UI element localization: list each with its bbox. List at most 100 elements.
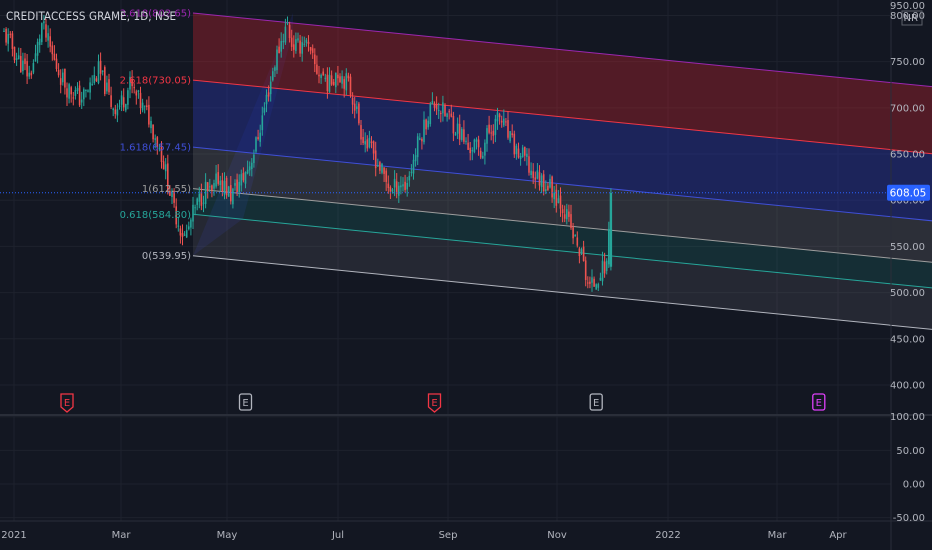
candle-body	[55, 58, 58, 69]
candle-body	[206, 182, 209, 191]
fib-band-0	[193, 214, 932, 330]
fibonacci-channel[interactable]	[192, 12, 932, 334]
time-tick-label: Sep	[439, 530, 458, 541]
svg-text:E: E	[431, 398, 437, 409]
candle-body	[148, 104, 150, 125]
earnings-marker[interactable]: E	[60, 393, 74, 413]
candle-body	[532, 171, 534, 178]
candle-body	[553, 192, 555, 200]
candle-body	[561, 209, 564, 214]
candle-body	[179, 228, 182, 236]
time-tick-label: Apr	[829, 530, 847, 541]
candle-body	[221, 180, 224, 192]
time-tick-label: Jul	[331, 530, 344, 541]
candle-body	[154, 138, 156, 140]
earnings-marker[interactable]: E	[589, 393, 603, 411]
candle-body	[608, 228, 610, 265]
candle-body	[248, 166, 251, 171]
fib-level-label: 0(539.95)	[142, 251, 191, 262]
candle-body	[196, 198, 198, 205]
candle-body	[68, 84, 70, 99]
candle-body	[314, 54, 316, 65]
candle-body	[230, 185, 232, 202]
price-axis[interactable]: 900.00850.00800.00750.00700.00650.00600.…	[890, 0, 925, 392]
candle-body	[95, 78, 98, 82]
candle-body	[118, 105, 121, 107]
candle-body	[576, 237, 579, 246]
candle-body	[32, 63, 35, 73]
fib-level-label: 1(612.55)	[142, 184, 191, 195]
candle-body	[7, 33, 9, 44]
candle-body	[251, 162, 253, 170]
candle-body	[20, 56, 22, 73]
candle-body	[337, 74, 339, 79]
time-axis[interactable]: 2021 Mar May Jul Sep Nov 2022 Mar Apr	[1, 530, 847, 541]
candle-body	[519, 155, 522, 159]
fib-level-label: 1.618(657.45)	[120, 143, 192, 154]
candle-body	[51, 45, 54, 55]
candle-body	[305, 39, 308, 43]
candle-body	[213, 183, 215, 189]
candle-body	[345, 73, 348, 91]
fib-level-line-2.618[interactable]	[192, 79, 932, 158]
candle-body	[343, 79, 345, 89]
candle-body	[284, 26, 287, 43]
fib-level-line-0.618[interactable]	[192, 213, 932, 292]
earnings-marker[interactable]: E	[812, 393, 826, 411]
candle-body	[578, 248, 581, 257]
candle-body	[383, 167, 385, 174]
candle-body	[505, 121, 507, 123]
candle-body	[190, 219, 192, 228]
candle-body	[97, 61, 100, 84]
candle-body	[574, 235, 576, 237]
candle-body	[450, 113, 453, 117]
candle-body	[385, 170, 387, 182]
fib-level-line-1.618[interactable]	[192, 146, 932, 225]
time-tick-label: 2022	[655, 530, 680, 541]
candle-body	[167, 163, 169, 192]
candle-body	[192, 204, 194, 222]
candle-body	[143, 105, 146, 107]
candle-body	[482, 155, 484, 159]
candle-body	[511, 133, 513, 136]
candle-body	[215, 173, 217, 187]
earnings-marker[interactable]: E	[238, 393, 253, 411]
candle-body	[106, 82, 108, 92]
candle-body	[133, 87, 135, 89]
candle-body	[442, 102, 444, 114]
candle-body	[45, 24, 47, 38]
candle-body	[288, 24, 291, 39]
earnings-marker[interactable]: E	[427, 393, 442, 413]
candle-body	[477, 139, 480, 148]
lower-pane-axis[interactable]: 100.00 50.00 0.00 -50.00	[890, 412, 925, 524]
candle-body	[318, 74, 320, 77]
candle-body	[108, 79, 110, 93]
candle-body	[419, 138, 421, 140]
fib-level-label: 3.618(802.65)	[120, 9, 192, 20]
chart-title[interactable]: CREDITACCESS GRAME, 1D, NSE	[6, 9, 177, 23]
candle-body	[156, 137, 159, 148]
candle-body	[475, 139, 478, 142]
candle-body	[429, 103, 432, 125]
candle-body	[421, 138, 423, 142]
fib-level-line-1[interactable]	[192, 188, 932, 267]
candle-body	[286, 22, 289, 24]
candle-body	[72, 97, 75, 99]
time-tick-label: May	[217, 530, 238, 541]
candle-body	[437, 109, 440, 111]
candle-body	[408, 175, 411, 181]
candle-body	[540, 175, 543, 188]
candle-body	[517, 148, 520, 158]
fib-level-line-0[interactable]	[192, 255, 932, 334]
candle-body	[26, 61, 28, 77]
candle-body	[183, 234, 186, 236]
candle-body	[335, 72, 337, 88]
candle-body	[425, 119, 427, 130]
candle-body	[188, 226, 190, 230]
candle-body	[324, 77, 327, 79]
price-tick-label: 700.00	[890, 103, 925, 114]
fib-level-line-3.618[interactable]	[192, 12, 932, 91]
candle-body	[246, 169, 249, 174]
